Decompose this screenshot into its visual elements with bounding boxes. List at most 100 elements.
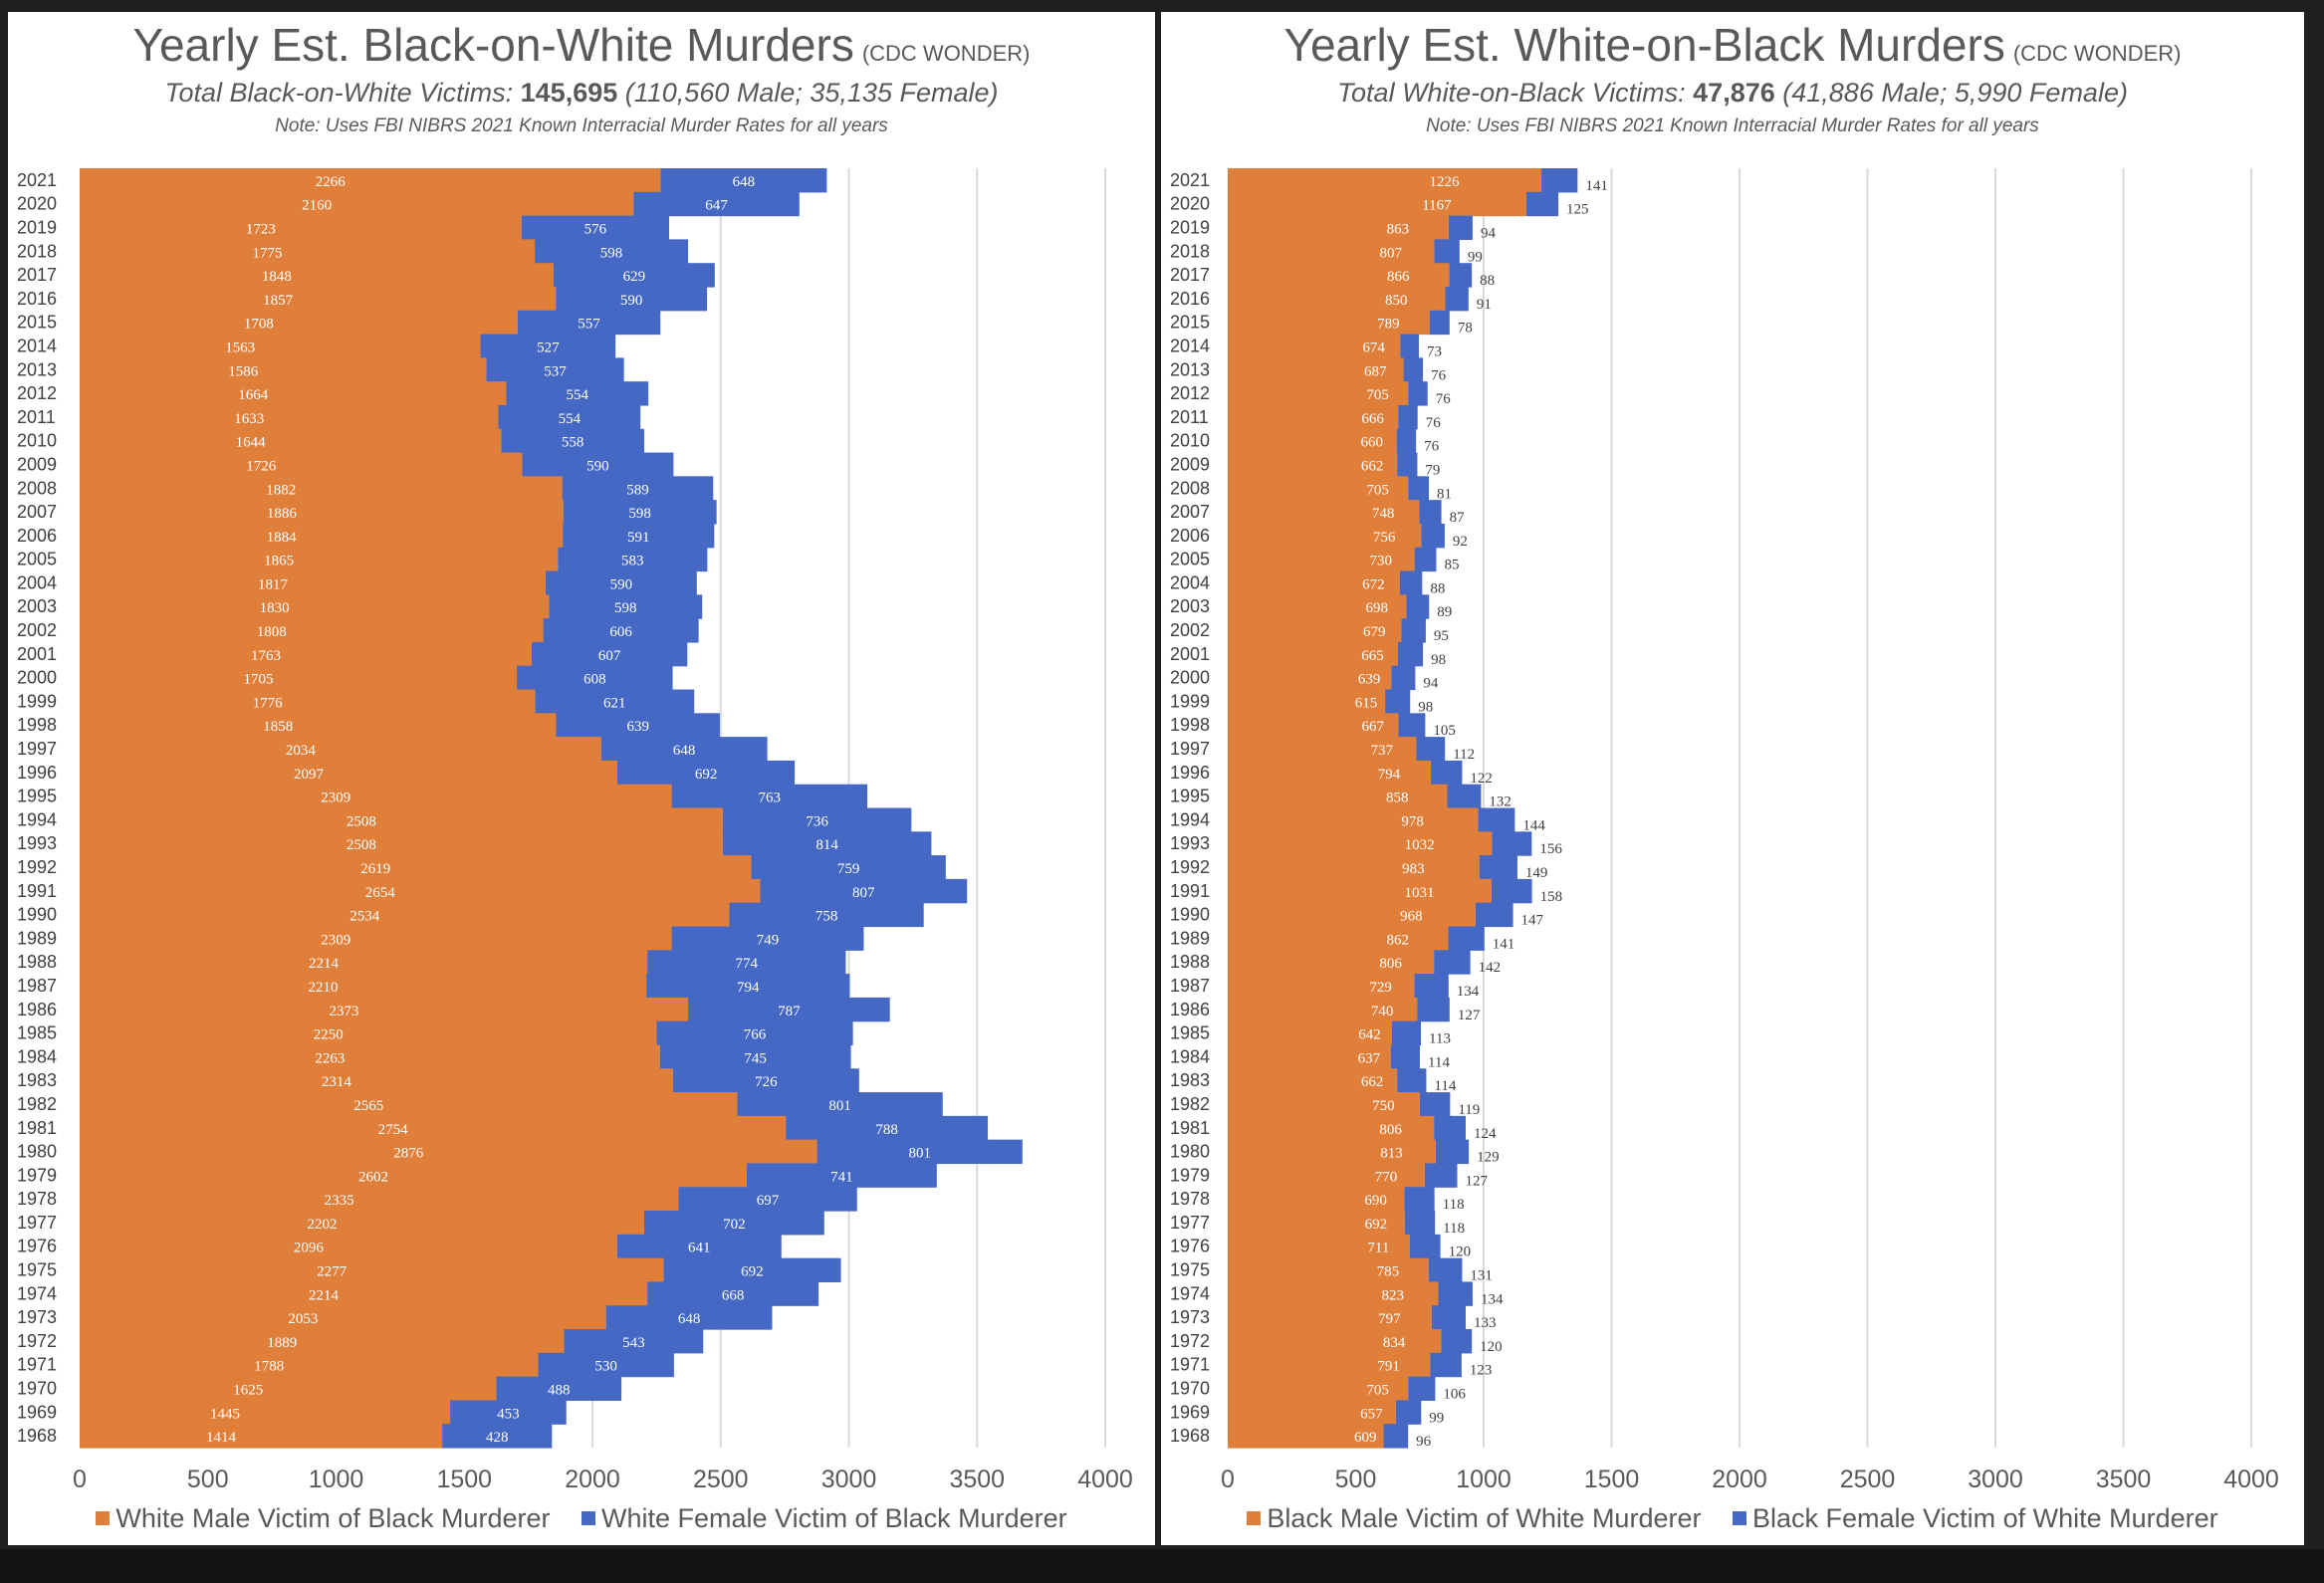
male-value-label: 1563 [225,339,255,355]
year-tick-label: 1990 [1170,905,1210,925]
bar-male [80,1068,673,1093]
male-value-label: 806 [1379,956,1402,972]
male-value-label: 2309 [321,791,350,806]
x-tick-label: 1500 [1584,1466,1640,1493]
female-value-label: 583 [621,554,644,569]
bar-male [80,1234,617,1259]
female-value-label: 131 [1470,1268,1493,1284]
year-tick-label: 1995 [1170,787,1210,806]
bar-male [1228,1163,1425,1188]
bar-male [1228,665,1392,691]
legend-swatch-orange [1247,1511,1262,1525]
bar-female [1449,263,1473,288]
male-value-label: 2202 [308,1217,338,1233]
year-tick-label: 2006 [1170,526,1210,546]
bar-male [1228,713,1399,738]
male-value-label: 1723 [246,221,276,237]
year-tick-label: 2017 [1170,265,1210,285]
bar-female [535,239,689,264]
bar-female [1441,1329,1473,1354]
year-tick-label: 2007 [17,502,57,522]
bar-male [1228,1376,1409,1402]
year-tick-label: 1973 [17,1307,57,1327]
bar-male [1228,404,1399,430]
year-tick-label: 1999 [1170,691,1210,711]
female-value-label: 794 [737,980,760,996]
female-value-label: 621 [603,695,626,711]
bar-female [1491,878,1532,904]
bar-male [80,1187,679,1212]
male-value-label: 1445 [210,1406,240,1422]
year-tick-label: 1985 [1170,1023,1210,1043]
male-value-label: 729 [1369,980,1392,996]
female-value-label: 99 [1468,249,1483,265]
chart-source: (CDC WONDER) [861,41,1031,66]
bar-male [80,191,634,217]
bar-female [1414,547,1437,572]
female-value-label: 530 [594,1359,617,1375]
year-tick-label: 2001 [1170,644,1210,664]
male-value-label: 705 [1366,1383,1389,1399]
year-tick-label: 1975 [1170,1260,1210,1280]
bar-female [1525,191,1559,217]
year-tick-label: 2001 [17,644,57,664]
female-value-label: 125 [1566,202,1589,218]
year-tick-label: 1999 [17,691,57,711]
bar-male [1228,1187,1405,1212]
bar-female [486,357,624,382]
year-tick-label: 1977 [17,1213,57,1233]
female-value-label: 774 [736,956,759,972]
male-value-label: 660 [1361,435,1384,451]
female-value-label: 129 [1477,1150,1500,1166]
year-tick-label: 2013 [17,359,57,379]
year-tick-label: 1984 [1170,1046,1210,1066]
female-value-label: 543 [622,1335,645,1351]
year-tick-label: 2008 [1170,478,1210,498]
bar-male [80,1424,443,1449]
female-value-label: 557 [578,317,600,333]
bar-female [506,381,649,406]
bar-female [1408,476,1430,501]
male-value-label: 2210 [309,980,339,996]
male-value-label: 813 [1380,1146,1403,1162]
female-value-label: 766 [744,1027,767,1043]
male-value-label: 858 [1386,791,1409,806]
female-value-label: 639 [626,719,649,735]
bar-female [1429,310,1450,336]
male-value-label: 1886 [267,506,298,522]
chart-legend: Black Male Victim of White Murderer Blac… [1161,1503,2304,1534]
female-value-label: 141 [1585,178,1608,194]
bar-female [1475,902,1513,928]
year-tick-label: 2020 [1170,194,1210,214]
bar-male [1228,1281,1439,1306]
bar-female [1438,1281,1473,1306]
male-value-label: 850 [1385,293,1408,309]
bar-female [660,168,827,193]
bar-female [656,1020,853,1046]
bar-female [633,191,800,217]
male-value-label: 794 [1378,767,1401,783]
male-value-label: 1865 [264,554,294,569]
female-value-label: 554 [559,411,581,427]
bar-male [1228,737,1417,762]
female-value-label: 120 [1449,1244,1472,1260]
bar-female [1391,665,1416,691]
bar-female [1447,784,1482,809]
year-tick-label: 2010 [1170,431,1210,451]
female-value-label: 648 [678,1311,701,1327]
bar-female [1434,1115,1467,1141]
female-value-label: 134 [1457,984,1480,1000]
bar-male [80,239,536,264]
chart-title: Yearly Est. Black-on-White Murders (CDC W… [132,19,1031,71]
bar-female [1401,618,1426,643]
bar-female [646,974,850,999]
year-tick-label: 2010 [17,431,57,451]
male-value-label: 978 [1401,813,1424,829]
male-value-label: 657 [1360,1406,1383,1422]
bar-male [80,926,672,951]
male-value-label: 662 [1361,1074,1384,1090]
year-tick-label: 2005 [1170,550,1210,569]
bar-chart-left: 2021 2266 648 2020 2160 647 2019 1723 576 2018 177… [17,168,1133,1493]
bar-female [786,1115,989,1141]
bar-female [605,1305,773,1330]
